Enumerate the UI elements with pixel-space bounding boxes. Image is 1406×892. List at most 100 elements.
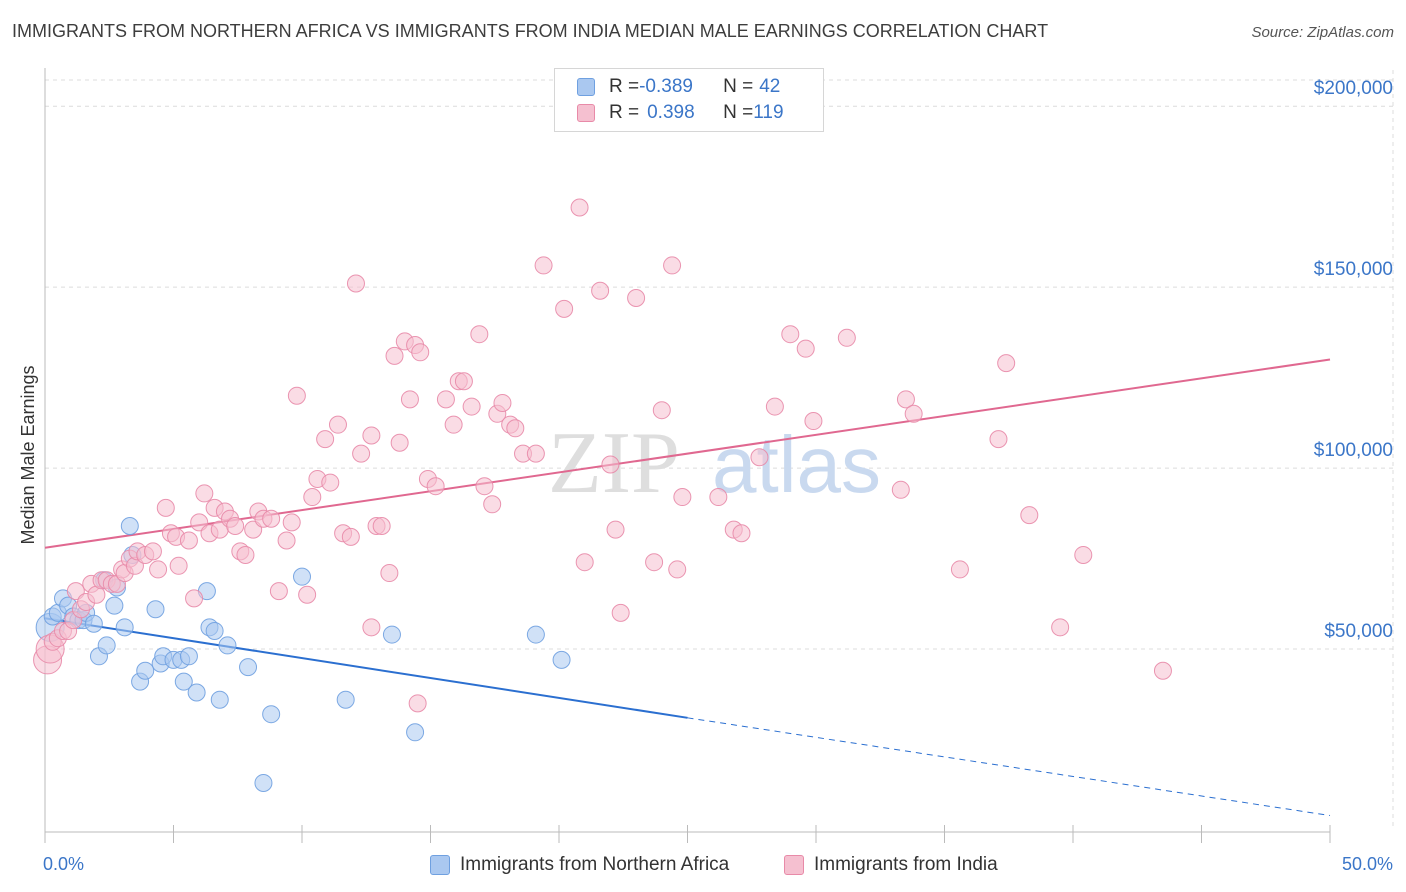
point-pink — [321, 473, 340, 492]
point-pink — [149, 560, 168, 579]
point-blue — [218, 636, 237, 655]
point-pink — [483, 495, 502, 514]
point-pink — [765, 397, 784, 416]
watermark: ZIP atlas — [548, 415, 881, 512]
legend-r-value: 0.398 — [647, 102, 695, 123]
point-pink — [385, 346, 404, 365]
point-pink — [611, 603, 630, 622]
point-pink — [950, 560, 969, 579]
legend-n-value: 42 — [759, 76, 781, 97]
legend: R = -0.389 N = 42 R = 0.398 N = 119 — [554, 68, 824, 132]
point-pink — [896, 390, 915, 409]
point-pink — [601, 455, 620, 474]
point-pink — [781, 325, 800, 344]
trendline-blue-extension — [687, 717, 1331, 817]
grid-lines — [45, 70, 1394, 830]
point-pink — [1074, 545, 1093, 564]
point-pink — [185, 589, 204, 608]
watermark-atlas: atlas — [712, 420, 881, 509]
point-pink — [454, 372, 473, 391]
y-tick-label-1: $100,000 — [1314, 440, 1393, 461]
point-pink — [352, 444, 371, 463]
point-pink — [732, 524, 751, 543]
x-tick-label-min: 0.0% — [43, 854, 84, 874]
legend-n-label: N = — [723, 102, 754, 123]
point-pink — [837, 328, 856, 347]
y-tick-label-2: $150,000 — [1314, 259, 1393, 280]
trendlines — [44, 358, 1331, 817]
bottom-legend-label-blue: Immigrants from Northern Africa — [460, 854, 730, 875]
point-pink — [673, 488, 692, 507]
point-pink — [169, 556, 188, 575]
point-pink — [282, 513, 301, 532]
bottom-legend-pink: Immigrants from India — [784, 852, 998, 878]
point-pink — [526, 444, 545, 463]
point-pink — [804, 412, 823, 431]
legend-row-blue: R = -0.389 N = 42 — [555, 74, 780, 100]
point-pink — [493, 393, 512, 412]
point-blue — [210, 690, 229, 709]
point-pink — [390, 433, 409, 452]
point-blue — [120, 517, 139, 535]
point-pink — [506, 419, 525, 438]
point-pink — [236, 545, 255, 564]
point-pink — [411, 343, 430, 362]
point-pink — [362, 426, 381, 445]
y-tick-label-3: $200,000 — [1314, 78, 1393, 99]
point-blue — [105, 596, 124, 615]
legend-swatch-pink — [577, 104, 595, 122]
point-pink — [380, 564, 399, 583]
point-pink — [997, 354, 1016, 373]
point-pink — [606, 520, 625, 539]
point-blue — [115, 618, 134, 637]
point-pink — [570, 198, 589, 217]
point-pink — [904, 404, 923, 423]
point-blue — [239, 658, 258, 677]
point-pink — [436, 390, 455, 409]
point-pink — [277, 531, 296, 550]
point-pink — [796, 339, 815, 358]
point-blue — [254, 773, 273, 792]
legend-r-value: -0.389 — [639, 76, 693, 97]
data-points — [33, 198, 1172, 792]
legend-n-value: 119 — [753, 102, 784, 123]
point-blue — [552, 650, 571, 669]
bottom-legend-swatch-blue — [430, 855, 450, 875]
point-pink — [143, 542, 162, 561]
bottom-legend-blue: Immigrants from Northern Africa — [430, 852, 729, 878]
point-pink — [316, 430, 335, 449]
point-pink — [645, 553, 664, 572]
point-pink — [408, 694, 427, 713]
point-pink — [475, 477, 494, 496]
x-tick-label-max: 50.0% — [1342, 854, 1393, 874]
point-blue — [336, 690, 355, 709]
point-pink — [470, 325, 489, 344]
point-pink — [709, 488, 728, 507]
point-pink — [298, 585, 317, 604]
chart-source: Source: ZipAtlas.com — [1251, 24, 1394, 41]
point-pink — [663, 256, 682, 275]
point-pink — [1051, 618, 1070, 637]
y-axis-label: Median Male Earnings — [18, 365, 38, 544]
point-blue — [262, 705, 281, 724]
point-pink — [591, 281, 610, 300]
legend-r-label: R = — [609, 76, 640, 97]
bottom-legend-label-pink: Immigrants from India — [814, 854, 998, 875]
point-pink — [195, 484, 214, 503]
point-pink — [179, 531, 198, 550]
point-blue — [174, 672, 193, 691]
point-blue — [382, 625, 401, 644]
point-blue — [97, 636, 116, 655]
point-pink — [750, 448, 769, 467]
point-pink — [328, 415, 347, 434]
y-tick-label-0: $50,000 — [1324, 621, 1393, 642]
point-pink — [627, 289, 646, 307]
point-blue — [136, 661, 155, 680]
point-pink — [575, 553, 594, 572]
point-pink — [668, 560, 687, 579]
point-blue — [406, 723, 425, 742]
point-pink — [462, 397, 481, 416]
point-blue — [179, 647, 198, 666]
point-pink — [400, 390, 419, 409]
point-pink — [303, 488, 322, 507]
